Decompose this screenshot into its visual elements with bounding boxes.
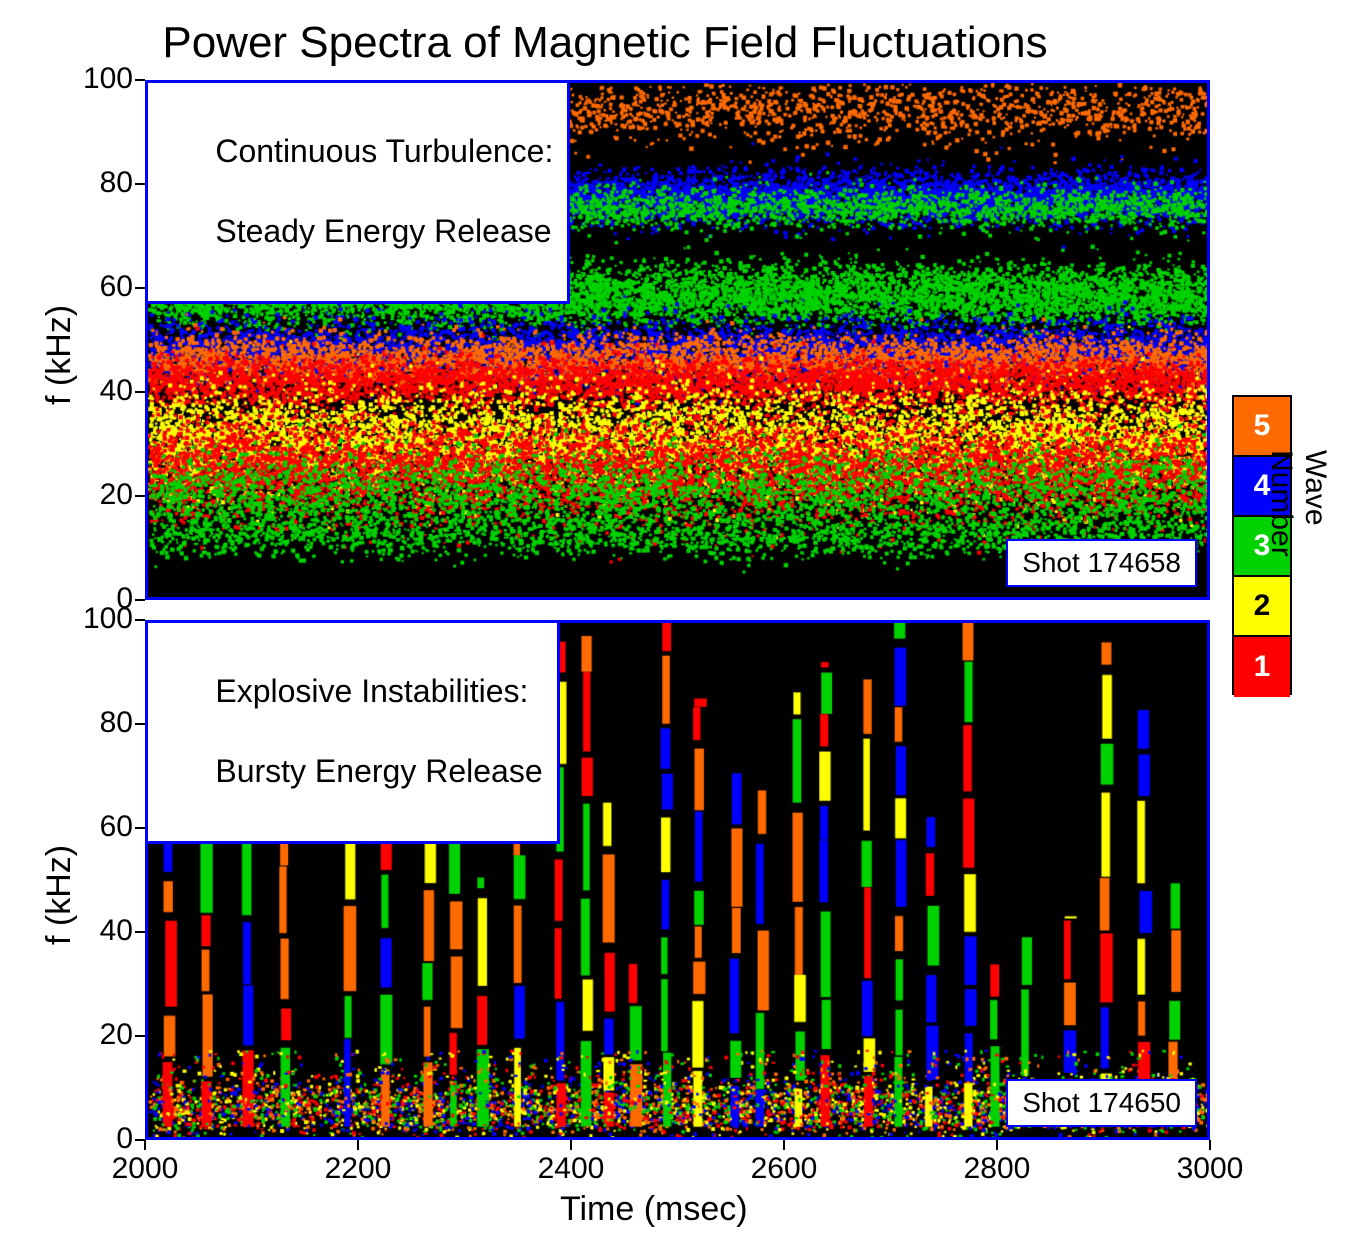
- figure-title: Power Spectra of Magnetic Field Fluctuat…: [0, 18, 1210, 68]
- x-tick-label: 2400: [535, 1152, 607, 1186]
- x-tick-mark: [1209, 1140, 1211, 1150]
- panel2-desc-line1: Explosive Instabilities:: [215, 673, 528, 709]
- panel1-shot-label: Shot 174658: [1006, 539, 1197, 587]
- y-tick-label: 60: [100, 270, 133, 304]
- y-tick-mark: [135, 827, 145, 829]
- y-tick-mark: [135, 287, 145, 289]
- panel1-desc-line1: Continuous Turbulence:: [215, 133, 553, 169]
- x-tick-mark: [144, 1140, 146, 1150]
- x-tick-label: 2800: [961, 1152, 1033, 1186]
- x-tick-mark: [357, 1140, 359, 1150]
- y-tick-mark: [135, 599, 145, 601]
- panel2-desc-line2: Bursty Energy Release: [215, 753, 542, 789]
- spectrogram-panel-2: Explosive Instabilities: Bursty Energy R…: [145, 620, 1210, 1140]
- figure-root: Power Spectra of Magnetic Field Fluctuat…: [0, 0, 1350, 1249]
- x-tick-mark: [996, 1140, 998, 1150]
- y-tick-mark: [135, 183, 145, 185]
- colorbar-cell: 1: [1234, 637, 1290, 697]
- x-tick-mark: [570, 1140, 572, 1150]
- y-tick-mark: [135, 723, 145, 725]
- x-tick-label: 2200: [322, 1152, 394, 1186]
- panel1-desc-line2: Steady Energy Release: [215, 213, 551, 249]
- colorbar-title: Wave Number: [1264, 450, 1332, 557]
- y-tick-label: 20: [100, 1018, 133, 1052]
- y-tick-label: 20: [100, 478, 133, 512]
- y-tick-label: 80: [100, 166, 133, 200]
- x-tick-mark: [783, 1140, 785, 1150]
- x-tick-label: 3000: [1174, 1152, 1246, 1186]
- y-tick-label: 40: [100, 374, 133, 408]
- y-tick-label: 100: [83, 602, 133, 636]
- y-tick-label: 100: [83, 62, 133, 96]
- x-tick-label: 2600: [748, 1152, 820, 1186]
- panel2-description-box: Explosive Instabilities: Bursty Energy R…: [145, 620, 560, 844]
- x-axis-label: Time (msec): [560, 1190, 748, 1229]
- y-tick-mark: [135, 391, 145, 393]
- panel2-shot-label: Shot 174650: [1006, 1079, 1197, 1127]
- y-tick-mark: [135, 495, 145, 497]
- y-tick-mark: [135, 79, 145, 81]
- panel1-description-box: Continuous Turbulence: Steady Energy Rel…: [145, 80, 570, 304]
- colorbar-cell: 2: [1234, 577, 1290, 637]
- y-tick-mark: [135, 931, 145, 933]
- x-tick-label: 2000: [109, 1152, 181, 1186]
- colorbar-cell: 5: [1234, 397, 1290, 457]
- spectrogram-panel-1: Continuous Turbulence: Steady Energy Rel…: [145, 80, 1210, 600]
- y-tick-mark: [135, 619, 145, 621]
- y-tick-label: 40: [100, 914, 133, 948]
- y-tick-label: 0: [116, 1122, 133, 1156]
- y-axis-label-panel1: f (kHz): [40, 305, 79, 405]
- y-tick-label: 60: [100, 810, 133, 844]
- y-axis-label-panel2: f (kHz): [40, 845, 79, 945]
- y-tick-label: 80: [100, 706, 133, 740]
- y-tick-mark: [135, 1035, 145, 1037]
